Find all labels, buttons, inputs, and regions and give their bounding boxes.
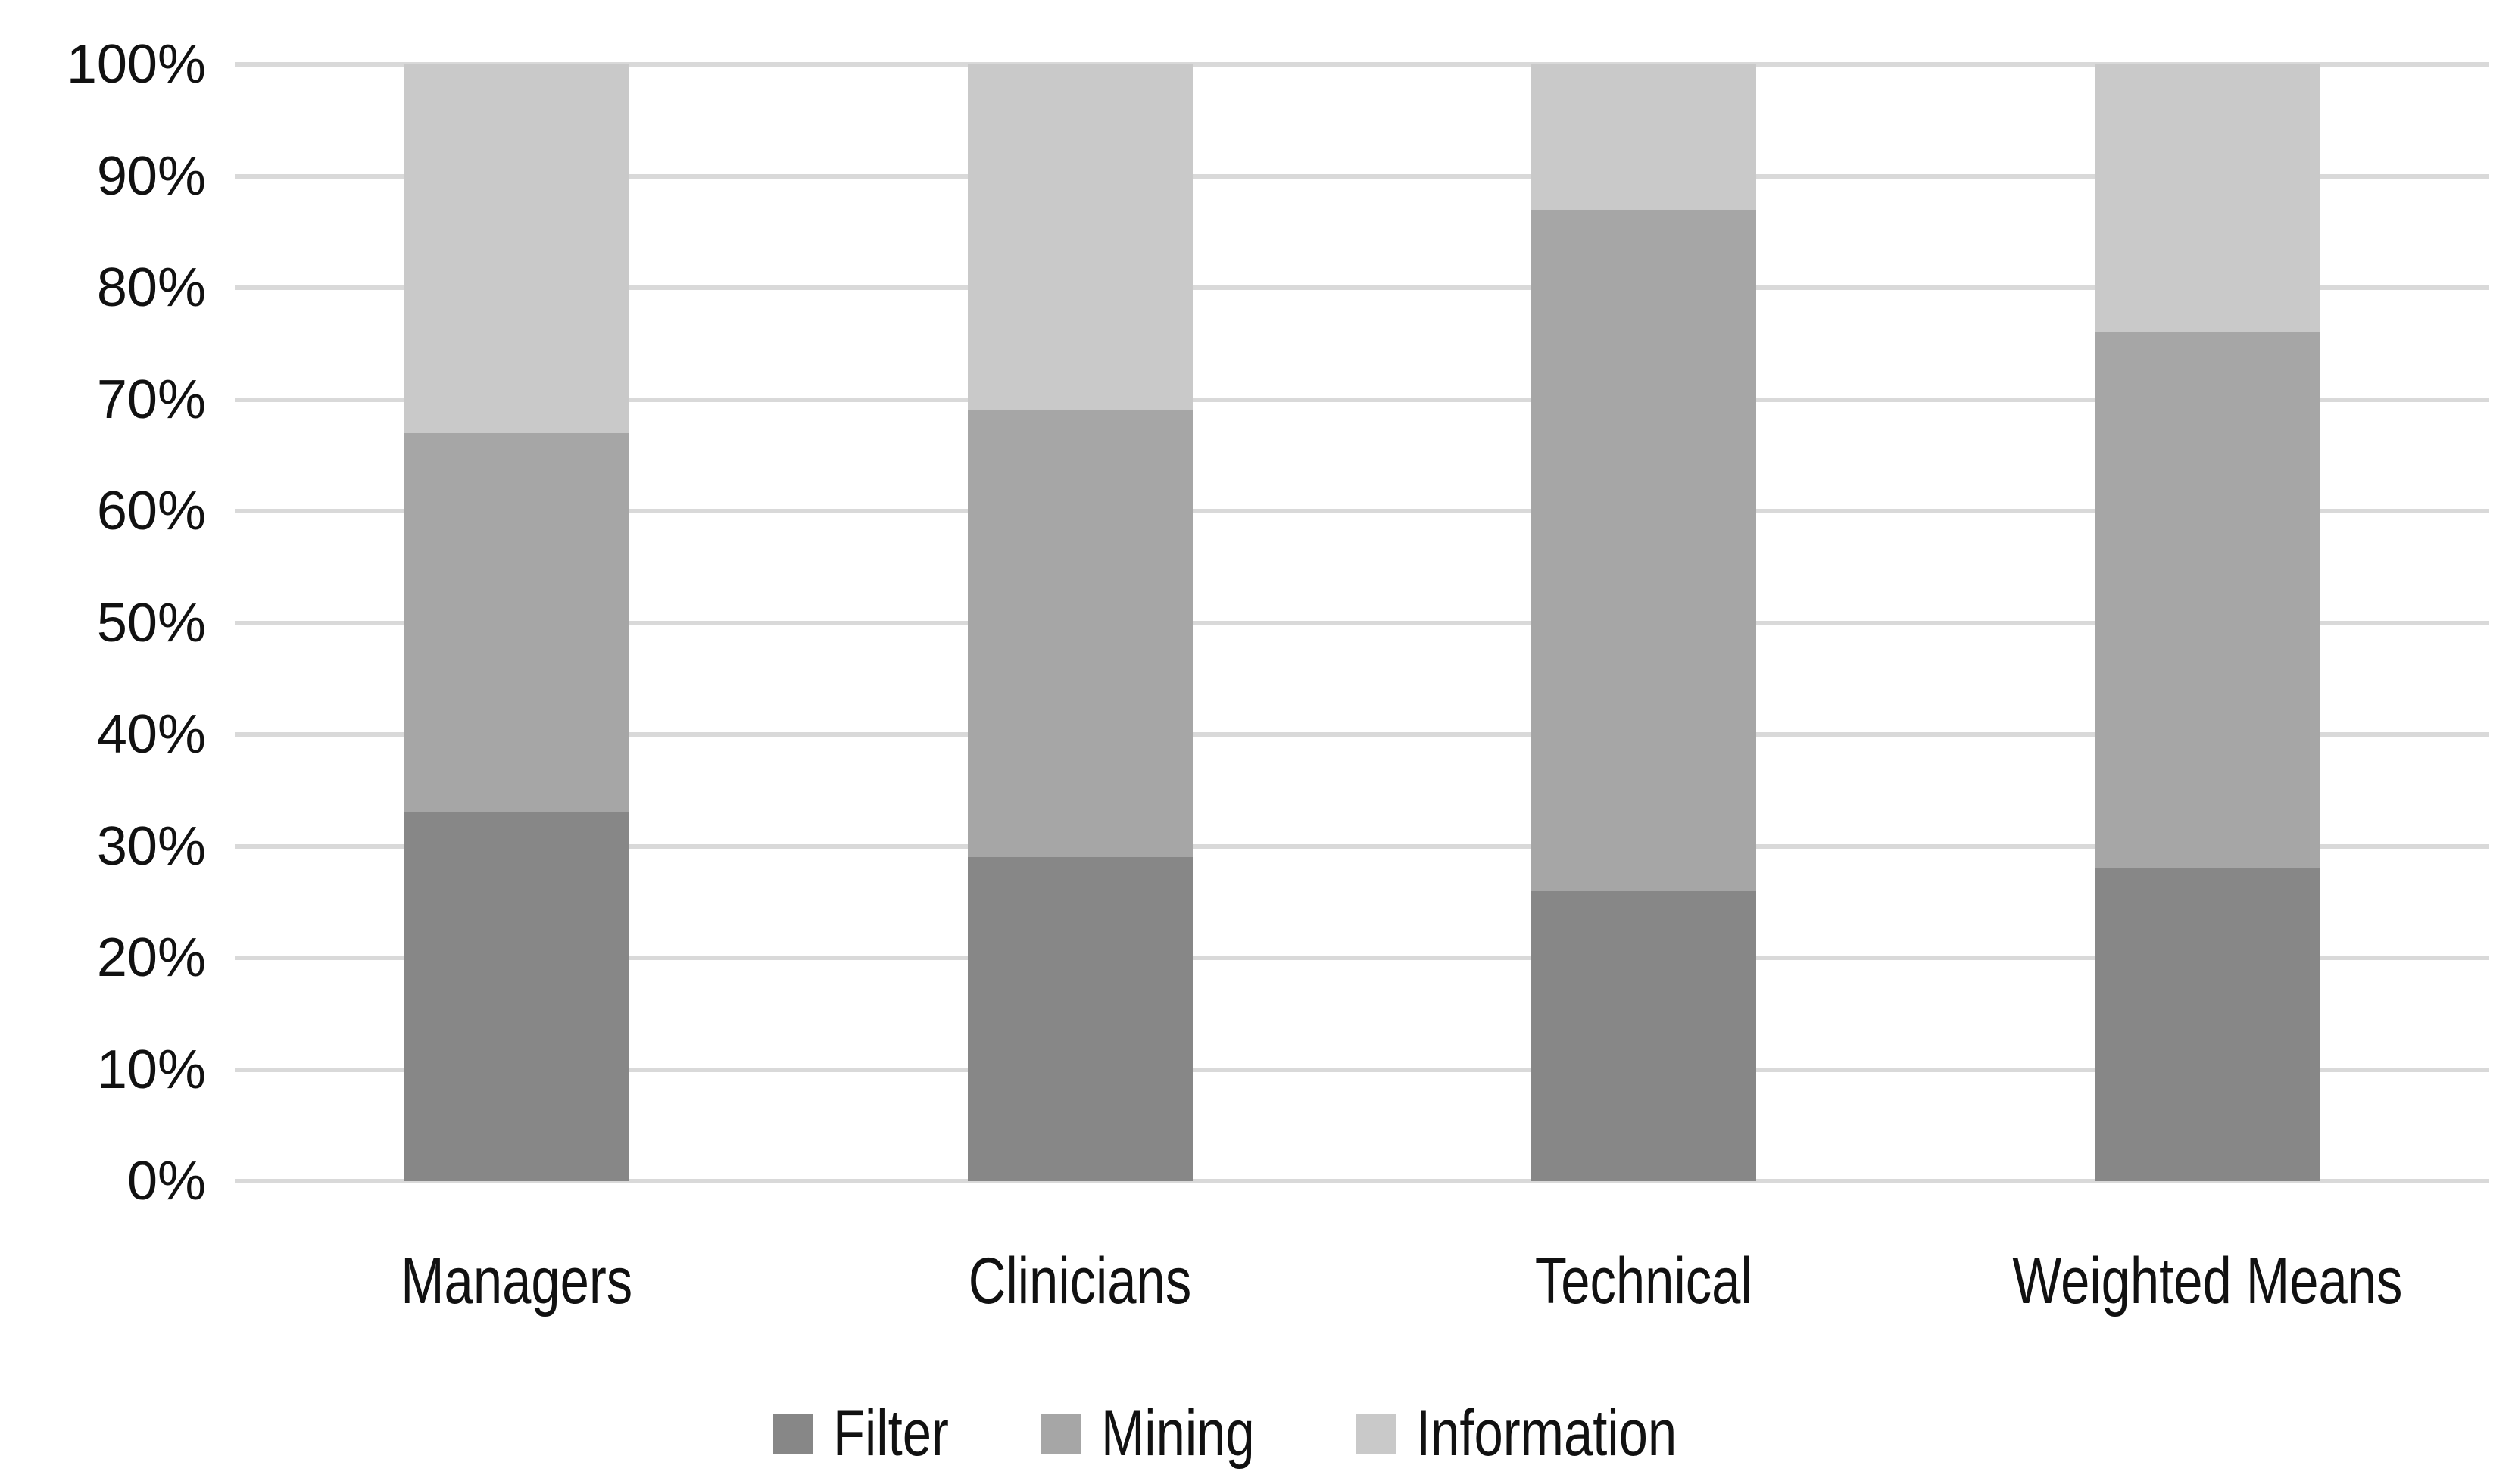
bar-segment-clinicians-filter <box>967 857 1193 1181</box>
y-tick-label-60: 60% <box>96 481 206 541</box>
legend-label-filter: Filter <box>832 1397 949 1470</box>
gridline-20 <box>235 956 2489 960</box>
legend-item-filter: Filter <box>772 1395 978 1471</box>
gridline-0 <box>235 1179 2489 1183</box>
category-label-text: Managers <box>401 1245 633 1317</box>
y-tick-label-10: 10% <box>96 1039 206 1100</box>
y-tick-label-80: 80% <box>96 257 206 318</box>
gridline-50 <box>235 620 2489 625</box>
category-label-text: Clinicians <box>969 1245 1192 1317</box>
y-tick-label-30: 30% <box>96 815 206 877</box>
bar-segment-weighted-means-filter <box>2095 868 2320 1181</box>
bar-segment-technical-filter <box>1531 890 1757 1181</box>
gridline-10 <box>235 1067 2489 1072</box>
gridline-30 <box>235 843 2489 849</box>
bar-segment-clinicians-information <box>967 64 1193 411</box>
category-label-clinicians: Clinicians <box>792 1236 1368 1327</box>
legend-item-mining: Mining <box>1041 1395 1293 1471</box>
y-tick-label-100: 100% <box>66 34 206 95</box>
gridline-100 <box>235 62 2489 67</box>
bar-segment-technical-mining <box>1531 209 1757 891</box>
legend-item-information: Information <box>1356 1395 1742 1471</box>
gridline-80 <box>235 285 2489 290</box>
bar-segment-clinicians-mining <box>967 410 1193 858</box>
gridline-70 <box>235 397 2489 402</box>
y-tick-label-90: 90% <box>96 145 206 207</box>
category-label-weighted-means: Weighted Means <box>1920 1236 2495 1327</box>
category-label-managers: Managers <box>229 1236 804 1327</box>
bar-segment-weighted-means-mining <box>2095 332 2320 868</box>
bar-segment-technical-information <box>1531 64 1757 210</box>
legend-swatch-filter <box>772 1413 813 1454</box>
y-tick-label-40: 40% <box>96 704 206 765</box>
legend: Filter Mining Information <box>0 1392 2515 1475</box>
bar-segment-weighted-means-information <box>2095 64 2320 332</box>
legend-swatch-mining <box>1041 1413 1081 1454</box>
legend-label-mining: Mining <box>1100 1397 1255 1470</box>
legend-swatch-information <box>1356 1413 1397 1454</box>
legend-label-information: Information <box>1416 1397 1677 1470</box>
category-label-text: Technical <box>1535 1245 1753 1317</box>
y-tick-label-50: 50% <box>96 592 206 653</box>
plot-area <box>235 62 2489 1183</box>
category-label-technical: Technical <box>1356 1236 1932 1327</box>
y-tick-label-0: 0% <box>126 1151 206 1211</box>
category-label-text: Weighted Means <box>2012 1245 2403 1317</box>
bar-segment-managers-filter <box>404 812 629 1181</box>
y-tick-label-20: 20% <box>96 928 206 988</box>
gridline-40 <box>235 732 2489 737</box>
bar-segment-managers-information <box>404 64 629 433</box>
y-tick-label-70: 70% <box>96 369 206 430</box>
bar-segment-managers-mining <box>404 432 629 813</box>
gridline-90 <box>235 173 2489 179</box>
gridline-60 <box>235 509 2489 513</box>
